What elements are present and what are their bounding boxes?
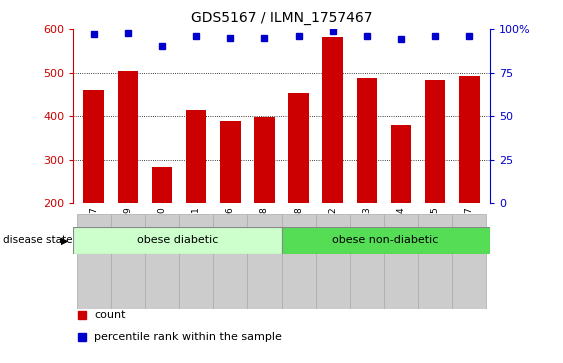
Bar [118,71,138,203]
Title: GDS5167 / ILMN_1757467: GDS5167 / ILMN_1757467 [191,11,372,25]
Text: percentile rank within the sample: percentile rank within the sample [94,332,282,342]
Bar [220,121,240,203]
Bar [323,37,343,203]
Bar [459,76,480,203]
Bar [288,93,309,203]
FancyBboxPatch shape [145,214,179,309]
FancyBboxPatch shape [452,214,486,309]
FancyBboxPatch shape [247,214,282,309]
FancyBboxPatch shape [282,214,316,309]
FancyBboxPatch shape [179,214,213,309]
Bar [83,90,104,203]
Text: obese diabetic: obese diabetic [137,236,218,245]
Bar [186,110,207,203]
Text: ▶: ▶ [61,236,68,245]
FancyBboxPatch shape [350,214,384,309]
FancyBboxPatch shape [213,214,247,309]
Bar [391,125,411,203]
FancyBboxPatch shape [73,227,282,254]
Text: count: count [94,310,126,319]
FancyBboxPatch shape [384,214,418,309]
FancyBboxPatch shape [418,214,452,309]
Text: disease state: disease state [3,236,72,245]
FancyBboxPatch shape [282,227,490,254]
FancyBboxPatch shape [111,214,145,309]
Bar [152,167,172,203]
FancyBboxPatch shape [316,214,350,309]
Text: obese non-diabetic: obese non-diabetic [333,236,439,245]
FancyBboxPatch shape [77,214,111,309]
Bar [425,81,445,203]
Bar [356,78,377,203]
Bar [254,117,275,203]
